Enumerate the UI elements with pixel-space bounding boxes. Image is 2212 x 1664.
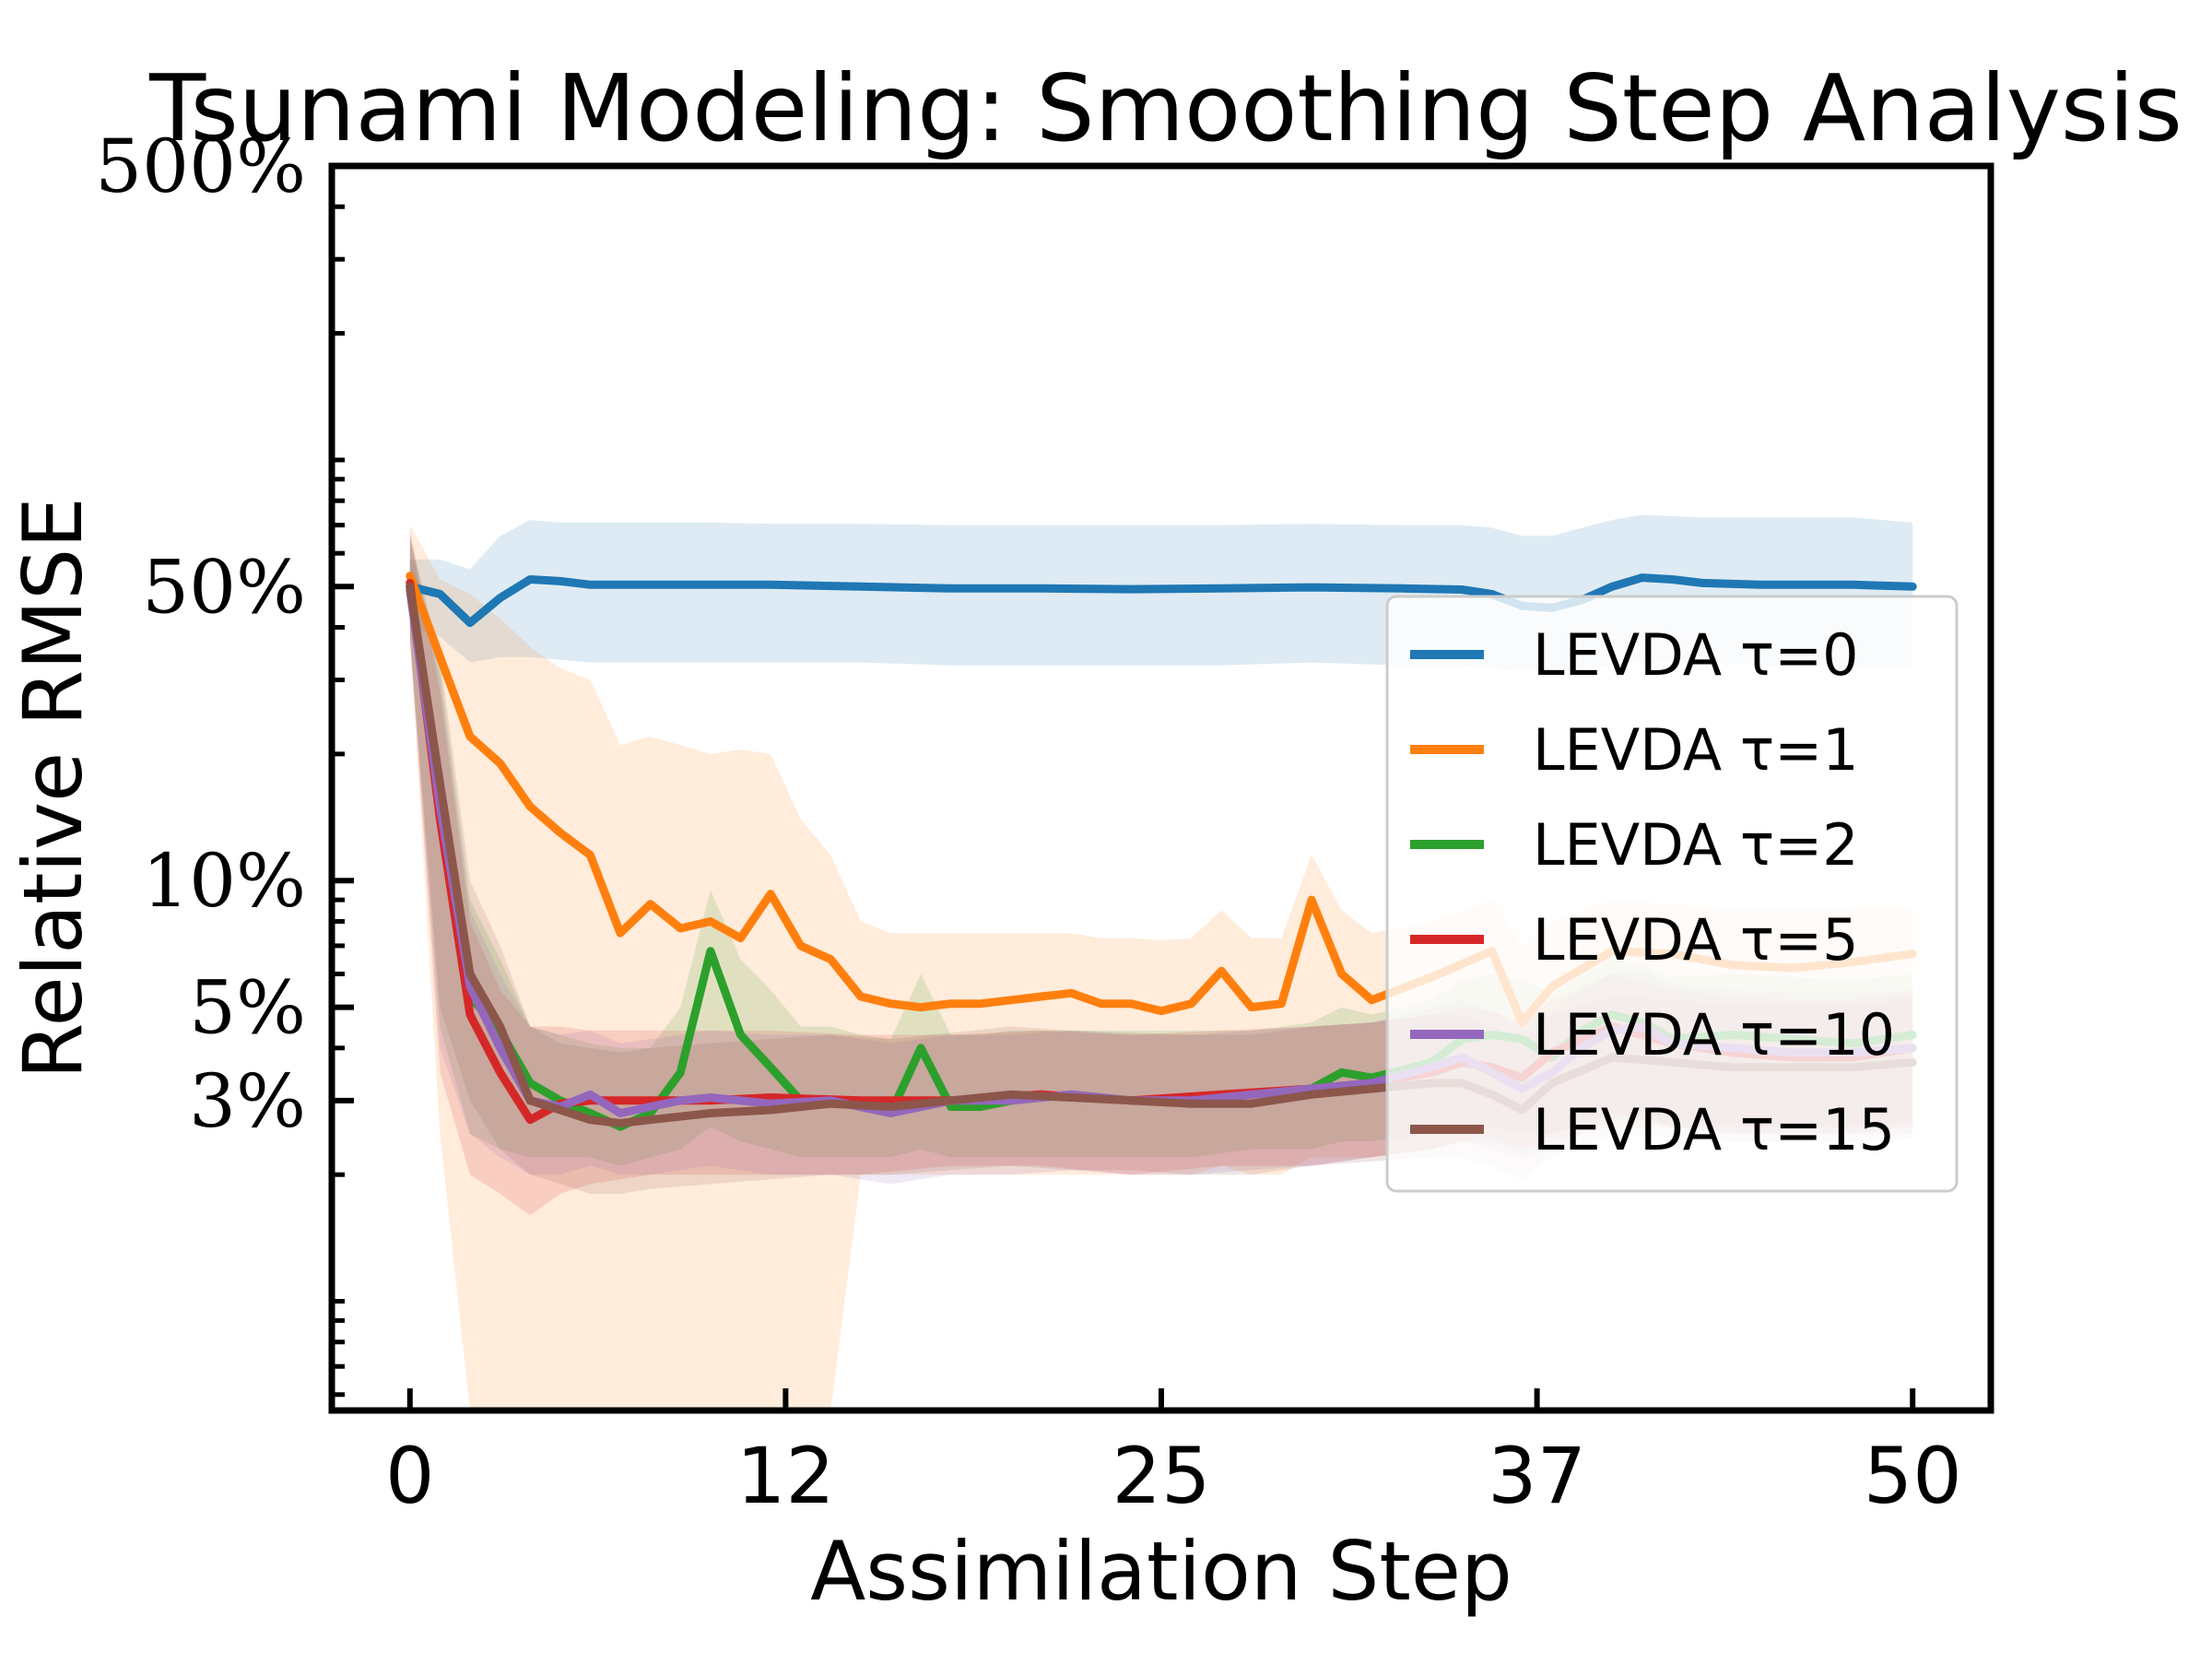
y-axis-label: Relative RMSE — [6, 497, 100, 1079]
y-tick-label-3: 5% — [189, 965, 306, 1051]
x-tick-label-3: 37 — [1488, 1431, 1586, 1521]
x-tick-label-1: 12 — [736, 1431, 835, 1521]
tick-labels: 0 12 25 37 50 500% 50% 10% 5%3% — [95, 124, 1961, 1521]
x-tick-label-0: 0 — [385, 1431, 434, 1521]
legend-label-3: LEVDA τ=5 — [1533, 906, 1859, 974]
y-tick-label-2: 10% — [142, 838, 306, 924]
x-axis-label: Assimilation Step — [810, 1524, 1512, 1619]
y-tick-label-4: 3% — [189, 1058, 306, 1144]
band-series-1 — [409, 525, 1913, 1410]
legend-frame — [1385, 595, 1959, 1193]
legend-label-5: LEVDA τ=15 — [1533, 1096, 1895, 1163]
chart-title: Tsunami Modeling: Smoothing Step Analysi… — [148, 54, 2183, 162]
y-tick-label-0: 500% — [95, 124, 306, 209]
y-tick-label-1: 50% — [142, 544, 306, 630]
x-tick-label-4: 50 — [1864, 1431, 1962, 1521]
legend-label-2: LEVDA τ=2 — [1533, 811, 1859, 879]
plot-frame — [328, 162, 1994, 1414]
line-series-0 — [406, 573, 1917, 628]
legend-label-4: LEVDA τ=10 — [1533, 1001, 1895, 1068]
x-tick-label-2: 25 — [1112, 1431, 1211, 1521]
legend-label-0: LEVDA τ=0 — [1533, 621, 1859, 689]
legend-label-1: LEVDA τ=1 — [1533, 716, 1859, 784]
legend: LEVDA τ=0 LEVDA τ=1 LEVDA τ=2 LEVDA τ=5 LEVD… — [1385, 595, 1959, 1193]
